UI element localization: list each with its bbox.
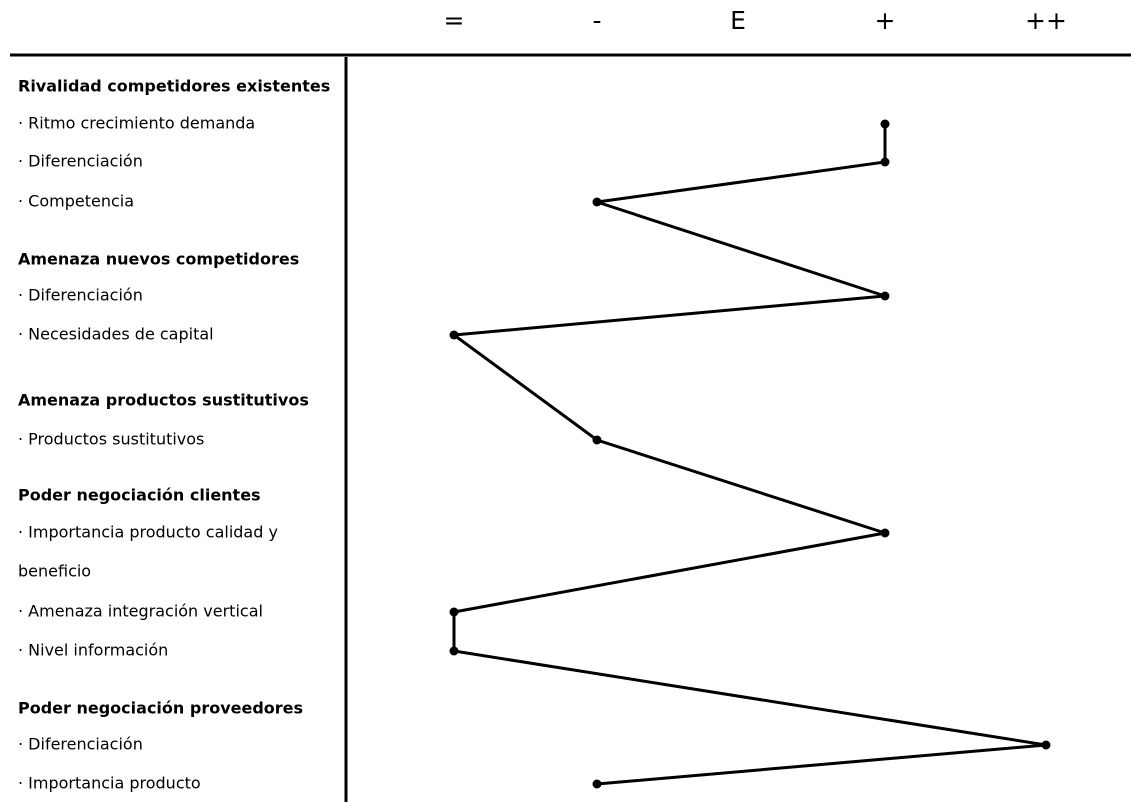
group-label: Amenaza productos sustitutivos [18,391,309,410]
row-label: · Productos sustitutivos [18,430,204,449]
group-label: Poder negociación proveedores [18,699,303,718]
scale-label-0: = [444,6,465,35]
row-label: · Nivel información [18,641,168,660]
data-point-2 [880,157,890,167]
row-label: · Importancia producto [18,774,201,793]
group-label: Amenaza nuevos competidores [18,250,299,269]
profile-line [449,124,1047,786]
row-label: · Necesidades de capital [18,325,214,344]
scale-label-1: - [592,6,601,35]
data-point-15 [1041,740,1051,750]
data-point-12 [449,607,459,617]
row-label: · Amenaza integración vertical [18,602,263,621]
row-label: · Diferenciación [18,286,143,305]
scale-label-4: ++ [1025,6,1067,35]
group-label: Poder negociación clientes [18,486,261,505]
profile-line-layer [449,124,1047,786]
data-point-3 [592,197,602,207]
data-point-13 [449,646,459,656]
scale-label-2: E [730,6,746,35]
row-label: · Diferenciación [18,152,143,171]
data-point-10 [880,528,890,538]
row-label: · Diferenciación [18,735,143,754]
data-point-6 [449,330,459,340]
row-label: · Importancia producto calidad y [18,523,278,542]
profile-points [449,119,1051,789]
row-label: · Ritmo crecimiento demanda [18,114,255,133]
data-point-16 [592,779,602,789]
row-label: beneficio [18,562,91,581]
scale-label-3: + [875,6,896,35]
data-point-8 [592,435,602,445]
row-labels: Rivalidad competidores existentes · Ritmo… [18,77,330,793]
row-label: · Competencia [18,192,134,211]
data-point-1 [880,119,890,129]
group-label: Rivalidad competidores existentes [18,77,330,96]
data-point-5 [880,291,890,301]
scale-header: = - E + ++ [444,6,1067,35]
